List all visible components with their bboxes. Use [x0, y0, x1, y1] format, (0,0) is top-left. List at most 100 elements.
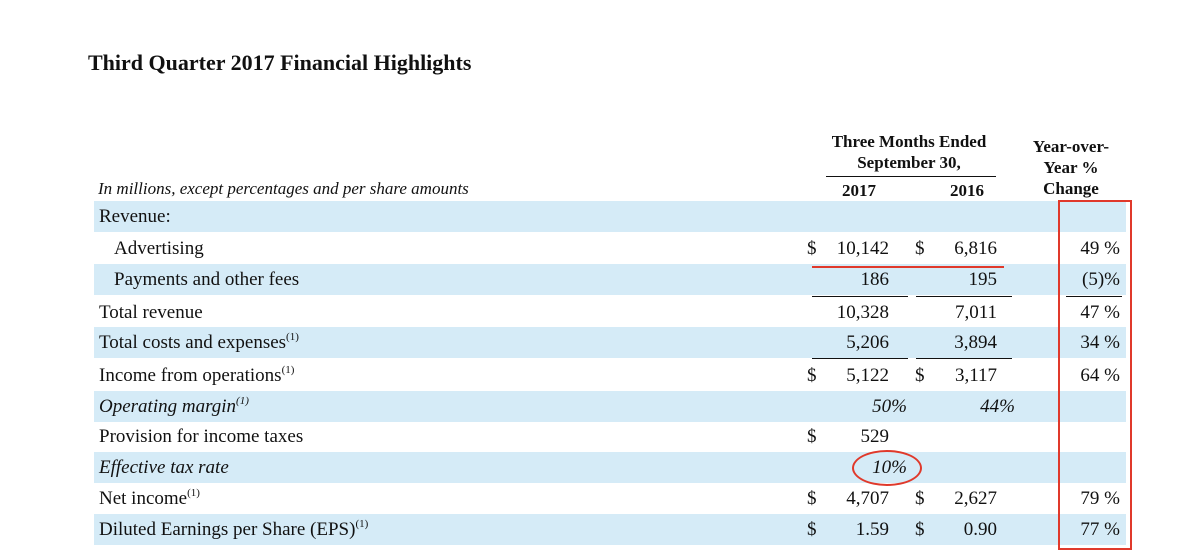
yoy-change-value: 64 % — [1080, 365, 1120, 386]
yoy-change-value: (5)% — [1082, 269, 1120, 290]
yoy-change-value: 77 % — [1080, 519, 1120, 540]
yoy-header: Year-over- Year % Change — [1018, 136, 1124, 199]
footnote-marker: (1) — [281, 363, 295, 376]
value-2016 — [937, 452, 1015, 483]
value-2016: 44% — [980, 396, 1015, 417]
period-line-1: Three Months Ended — [831, 132, 987, 151]
row-label-text: Net income — [99, 488, 188, 509]
value-2017 — [829, 201, 889, 232]
table-row: Revenue: — [94, 201, 1126, 232]
yoy-column-highlight-box — [1058, 200, 1132, 550]
dollar-sign-2016 — [915, 391, 935, 422]
value-2016: 2,627 — [954, 488, 997, 509]
dollar-sign-2016 — [915, 297, 935, 328]
page-title: Third Quarter 2017 Financial Highlights — [88, 50, 472, 75]
table-row: Total costs and expenses(1) 5,206 3,894 34 … — [94, 327, 1126, 358]
dollar-sign-2016: $ — [915, 519, 925, 540]
row-label: Income from operations(1) — [99, 360, 294, 391]
row-label: Payments and other fees — [114, 264, 299, 295]
row-label-text: Operating margin — [99, 396, 237, 417]
tax-rate-circle-annotation — [852, 450, 922, 486]
footnote-marker: (1) — [286, 330, 299, 343]
yoy-change-value: 79 % — [1080, 488, 1120, 509]
dollar-sign-2017 — [807, 297, 827, 328]
value-2016: 3,894 — [954, 332, 997, 353]
yoy-change-value: 49 % — [1080, 238, 1120, 259]
value-2017: 529 — [860, 426, 890, 447]
dollar-sign-2017 — [807, 327, 827, 358]
row-label-text: Diluted Earnings per Share (EPS) — [99, 519, 356, 540]
yoy-line-3: Change — [1043, 179, 1099, 198]
table-row: Total revenue 10,328 7,011 47 % — [94, 297, 1126, 328]
value-2016 — [937, 421, 997, 452]
dollar-sign-2016: $ — [915, 488, 925, 509]
row-label: Diluted Earnings per Share (EPS)(1) — [99, 514, 368, 545]
row-label-text: Total costs and expenses — [99, 332, 287, 353]
dollar-sign-2016 — [915, 201, 935, 232]
row-label-text: Advertising — [114, 238, 204, 259]
yoy-line-1: Year-over- — [1032, 137, 1110, 156]
yoy-change-value: 47 % — [1080, 302, 1120, 323]
value-2017: 5,122 — [846, 365, 889, 386]
row-label: Provision for income taxes — [99, 421, 303, 452]
dollar-sign-2017: $ — [807, 238, 817, 259]
table-row: Advertising $10,142 $6,816 49 % — [94, 233, 1126, 264]
table-row: Payments and other fees 186 195 (5)% — [94, 264, 1126, 295]
row-label-text: Payments and other fees — [114, 269, 300, 290]
dollar-sign-2017 — [807, 391, 827, 422]
table-row: Diluted Earnings per Share (EPS)(1) $1.59… — [94, 514, 1126, 545]
row-label: Effective tax rate — [99, 452, 229, 483]
footnote-marker: (1) — [355, 517, 369, 530]
year-2017-header: 2017 — [842, 181, 876, 200]
value-2016 — [937, 201, 997, 232]
row-label-text: Total revenue — [99, 302, 203, 323]
value-2017: 10,328 — [836, 302, 889, 323]
value-2017: 4,707 — [846, 488, 889, 509]
subtotal-rule-2016-b — [916, 358, 1012, 359]
value-2016: 0.90 — [963, 519, 997, 540]
dollar-sign-2016: $ — [915, 365, 925, 386]
table-row: Effective tax rate 10% — [94, 452, 1126, 483]
dollar-sign-2016 — [915, 421, 935, 452]
dollar-sign-2016 — [915, 327, 935, 358]
row-label-text: Income from operations — [99, 365, 282, 386]
table-row: Net income(1) $4,707 $2,627 79 % — [94, 483, 1126, 514]
subtotal-rule-2017-b — [812, 358, 908, 359]
row-label-text: Provision for income taxes — [99, 426, 304, 447]
period-header-rule — [826, 176, 996, 177]
value-2016: 195 — [968, 269, 998, 290]
value-2016: 7,011 — [954, 302, 997, 323]
year-2016-header: 2016 — [950, 181, 984, 200]
yoy-change-value: 34 % — [1080, 332, 1120, 353]
value-2017: 10,142 — [836, 238, 889, 259]
dollar-sign-2017: $ — [807, 426, 817, 447]
dollar-sign-2017: $ — [807, 365, 817, 386]
row-label: Revenue: — [99, 201, 171, 232]
subtotal-rule-2017-a — [812, 296, 908, 297]
row-label: Total revenue — [99, 297, 203, 328]
subtotal-rule-yoy-a — [1066, 296, 1122, 297]
value-2017: 50% — [872, 396, 907, 417]
table-row: Income from operations(1) $5,122 $3,117 64 … — [94, 360, 1126, 391]
period-header: Three Months Ended September 30, — [810, 131, 1008, 173]
value-2017: 5,206 — [846, 332, 889, 353]
dollar-sign-2016: $ — [915, 238, 925, 259]
dollar-sign-2017: $ — [807, 519, 817, 540]
row-label-text: Revenue: — [99, 206, 171, 227]
dollar-sign-2017 — [807, 201, 827, 232]
subtotal-rule-2016-a — [916, 296, 1012, 297]
row-label-text: Effective tax rate — [99, 457, 229, 478]
dollar-sign-2017: $ — [807, 488, 817, 509]
row-label: Operating margin(1) — [99, 391, 249, 422]
yoy-line-2: Year % — [1043, 158, 1099, 177]
footnote-marker: (1) — [236, 394, 249, 407]
table-row: Provision for income taxes $529 — [94, 421, 1126, 452]
dollar-sign-2016 — [915, 264, 935, 295]
dollar-sign-2017 — [807, 264, 827, 295]
value-2016: 6,816 — [954, 238, 997, 259]
value-2016: 3,117 — [954, 365, 997, 386]
advertising-underline-annotation — [812, 266, 1004, 268]
value-2017: 186 — [860, 269, 890, 290]
units-note: In millions, except percentages and per … — [98, 179, 469, 198]
footnote-marker: (1) — [187, 486, 200, 499]
